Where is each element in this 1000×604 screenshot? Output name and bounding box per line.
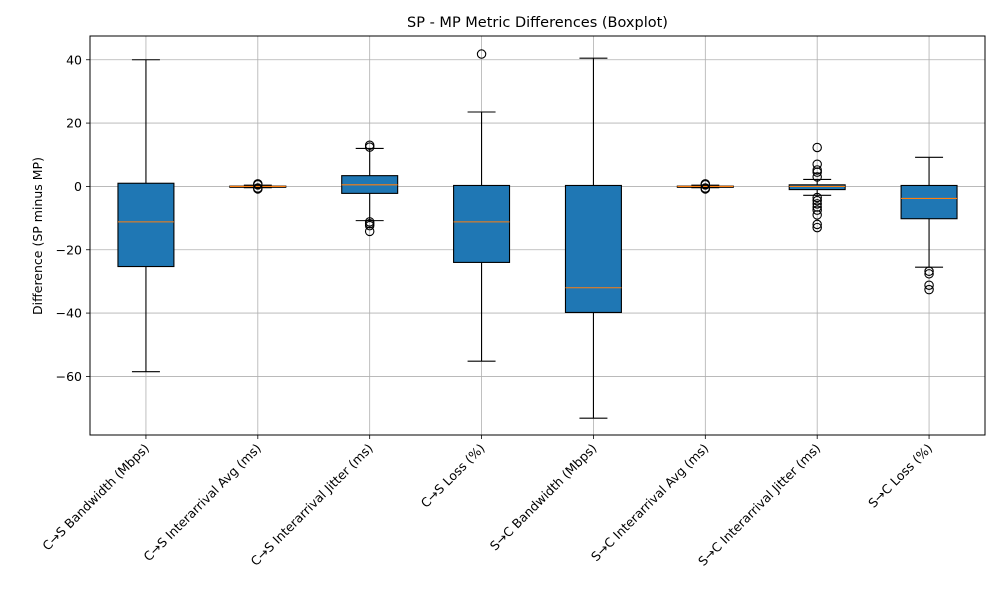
iqr-box xyxy=(453,184,511,263)
outlier-point xyxy=(812,167,822,177)
outlier-point xyxy=(253,180,263,190)
x-tick-label: S→C Loss (%) xyxy=(865,441,935,511)
outlier-point xyxy=(253,184,263,194)
box-group xyxy=(676,179,734,194)
outlier-point xyxy=(812,172,822,182)
outlier-point xyxy=(812,199,822,209)
y-tick-label: 20 xyxy=(66,116,82,131)
x-tick-label: S→C Interarrival Avg (ms) xyxy=(588,441,712,565)
outlier-point xyxy=(700,180,711,190)
box-group xyxy=(229,179,287,194)
outlier-point xyxy=(924,280,934,290)
outlier-point xyxy=(812,142,822,153)
outlier-point xyxy=(700,184,711,194)
y-axis-label: Difference (SP minus MP) xyxy=(30,157,45,315)
y-tick-label: 40 xyxy=(66,52,82,67)
outlier-point xyxy=(364,220,375,231)
outlier-point xyxy=(812,222,822,233)
chart-title: SP - MP Metric Differences (Boxplot) xyxy=(407,15,668,31)
box-group xyxy=(341,140,399,237)
x-tick-label: C→S Loss (%) xyxy=(418,441,488,511)
iqr-box xyxy=(788,184,846,191)
outlier-point xyxy=(812,195,822,206)
box-group xyxy=(453,49,511,362)
outlier-point xyxy=(924,269,934,279)
x-tick-label: S→C Interarrival Jitter (ms) xyxy=(695,441,823,569)
iqr-box xyxy=(564,184,622,313)
outlier-point xyxy=(476,49,487,59)
y-tick-label: −60 xyxy=(56,369,82,384)
box-group xyxy=(564,57,622,419)
box-group xyxy=(788,142,846,233)
outlier-point xyxy=(812,205,822,215)
box-group xyxy=(117,59,175,373)
x-tick-label: C→S Bandwidth (Mbps) xyxy=(39,441,152,554)
outlier-point xyxy=(364,226,375,237)
x-tick-label: C→S Interarrival Jitter (ms) xyxy=(248,441,376,569)
y-tick-label: 0 xyxy=(74,179,82,194)
outlier-point xyxy=(812,210,822,220)
box-group xyxy=(900,156,958,295)
x-tick-label: C→S Interarrival Avg (ms) xyxy=(140,441,264,565)
outlier-point xyxy=(924,266,934,277)
iqr-box xyxy=(900,184,958,220)
x-tick-label: S→C Bandwidth (Mbps) xyxy=(487,441,600,554)
iqr-box xyxy=(117,182,175,268)
outlier-point xyxy=(812,219,822,230)
plot-frame xyxy=(89,35,986,436)
y-tick-label: −20 xyxy=(56,242,82,257)
box-layer xyxy=(117,49,958,419)
y-tick-label: −40 xyxy=(56,306,82,321)
outlier-point xyxy=(812,192,822,203)
grid-layer xyxy=(90,36,985,435)
outlier-point xyxy=(924,284,934,295)
outlier-point xyxy=(364,140,375,151)
